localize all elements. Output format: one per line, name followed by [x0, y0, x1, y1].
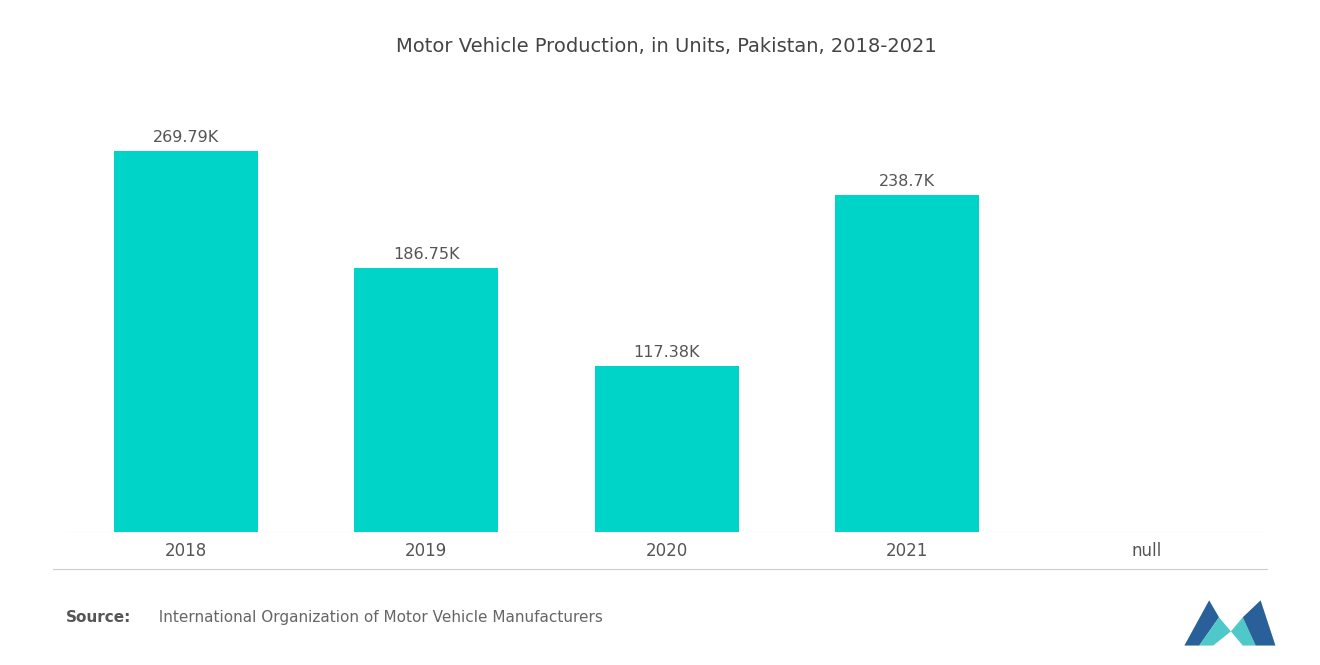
Text: 186.75K: 186.75K [393, 247, 459, 263]
Polygon shape [1199, 617, 1232, 646]
Bar [594, 366, 739, 532]
Polygon shape [1232, 617, 1255, 646]
Text: 238.7K: 238.7K [879, 174, 935, 189]
Bar [354, 268, 499, 532]
Bar [834, 195, 979, 532]
Polygon shape [1243, 600, 1275, 646]
Polygon shape [1184, 600, 1220, 646]
Text: Source:: Source: [66, 610, 132, 625]
Text: International Organization of Motor Vehicle Manufacturers: International Organization of Motor Vehi… [149, 610, 603, 625]
Bar [114, 151, 259, 532]
Text: 117.38K: 117.38K [634, 346, 700, 360]
Title: Motor Vehicle Production, in Units, Pakistan, 2018-2021: Motor Vehicle Production, in Units, Paki… [396, 37, 937, 56]
Text: 269.79K: 269.79K [153, 130, 219, 145]
